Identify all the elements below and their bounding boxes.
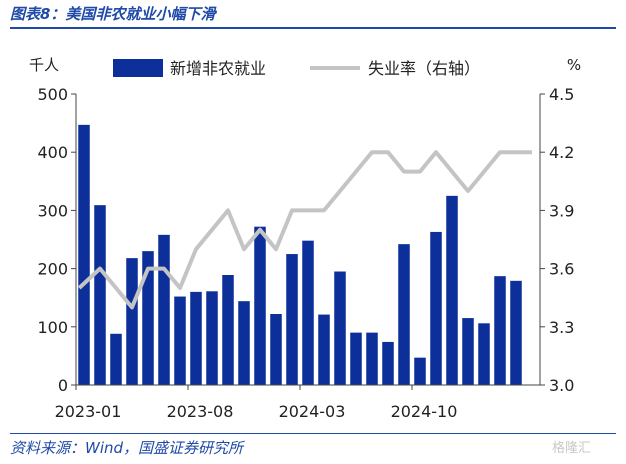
right-y-tick-label: 4.5 <box>549 85 574 104</box>
bar-series <box>78 124 522 385</box>
right-y-tick-label: 4.2 <box>549 143 574 162</box>
right-y-tick-label: 3.3 <box>549 318 574 337</box>
watermark-logo: 格隆汇 <box>552 441 592 456</box>
x-tick-label: 2023-08 <box>167 402 234 421</box>
bar <box>254 226 266 385</box>
bar <box>158 234 170 385</box>
right-y-tick-label: 3.9 <box>549 201 574 220</box>
left-y-tick-label: 200 <box>37 260 68 279</box>
bar <box>366 332 378 385</box>
legend-line-label: 失业率（右轴） <box>368 59 480 78</box>
unemployment-line <box>77 150 532 310</box>
bar <box>334 271 346 385</box>
bar <box>142 251 154 385</box>
bar <box>510 280 522 385</box>
bar <box>494 276 506 385</box>
bar <box>462 318 474 385</box>
bar <box>430 231 442 385</box>
bar <box>222 275 234 385</box>
left-y-tick-label: 300 <box>37 201 68 220</box>
x-tick-label: 2024-03 <box>279 402 346 421</box>
bar <box>270 313 282 385</box>
bar <box>478 323 490 385</box>
bar <box>78 124 90 385</box>
left-y-tick-label: 400 <box>37 143 68 162</box>
x-tick-label: 2023-01 <box>55 402 122 421</box>
bar <box>94 205 106 385</box>
title-divider <box>10 27 616 29</box>
bar <box>126 258 138 385</box>
source-note: 资料来源：Wind，国盛证券研究所 <box>10 439 244 457</box>
bar <box>286 254 298 385</box>
bar <box>414 357 426 385</box>
bar <box>174 296 186 385</box>
x-tick-label: 2024-10 <box>391 402 458 421</box>
bar <box>206 291 218 385</box>
left-y-tick-label: 500 <box>37 85 68 104</box>
bar <box>398 244 410 385</box>
figure-title: 图表8：美国非农就业小幅下滑 <box>10 5 216 23</box>
bar <box>382 341 394 385</box>
bar <box>190 291 202 385</box>
right-axis-unit: % <box>567 56 581 74</box>
bar <box>110 333 122 385</box>
bar <box>446 195 458 385</box>
left-y-tick-label: 0 <box>58 376 68 395</box>
bar <box>318 314 330 385</box>
left-axis-unit: 千人 <box>29 56 59 74</box>
legend-bar-label: 新增非农就业 <box>170 59 266 78</box>
right-y-tick-label: 3.0 <box>549 376 574 395</box>
left-y-tick-label: 100 <box>37 318 68 337</box>
bar <box>238 301 250 385</box>
legend-bar-swatch <box>113 59 163 77</box>
axes: 0 100 200 300 400 500 3.0 3.3 3.6 3.9 4.2 4.5 2023-0… <box>37 85 574 421</box>
bar <box>350 332 362 385</box>
line-series <box>77 150 532 310</box>
bar <box>302 240 314 385</box>
footer-divider <box>10 433 616 434</box>
right-y-tick-label: 3.6 <box>549 260 574 279</box>
